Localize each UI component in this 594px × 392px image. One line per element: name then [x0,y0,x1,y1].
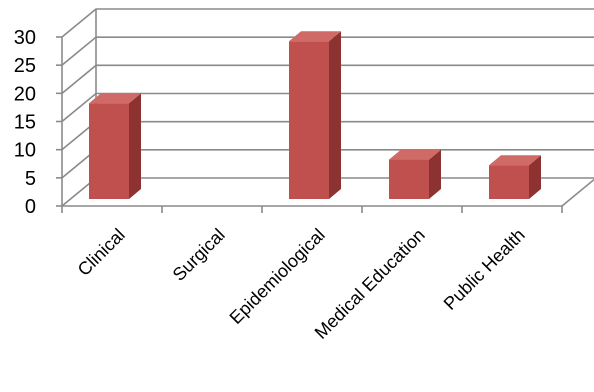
y-tick-label: 5 [25,168,36,190]
bar [389,149,441,199]
y-tick-label: 30 [14,27,36,49]
bar [89,93,141,199]
y-axis-tick-labels: 0 5 10 15 20 25 30 [14,27,36,218]
y-tick-label: 20 [14,83,36,105]
chart-axes [56,9,594,213]
y-tick-label: 0 [25,196,36,218]
floor-edge [561,178,594,207]
x-category-label: Public Health [440,225,529,314]
y-tick-label: 10 [14,140,36,162]
bar [489,155,541,199]
bar [289,31,341,200]
x-category-label: Surgical [169,225,229,285]
y-tick-label: 15 [14,112,36,134]
x-category-label: Epidemiological [226,225,329,328]
x-category-label: Medical Education [311,225,429,343]
x-category-label: Clinical [74,225,129,280]
y-tick-label: 25 [14,55,36,77]
chart-bars [89,31,541,200]
